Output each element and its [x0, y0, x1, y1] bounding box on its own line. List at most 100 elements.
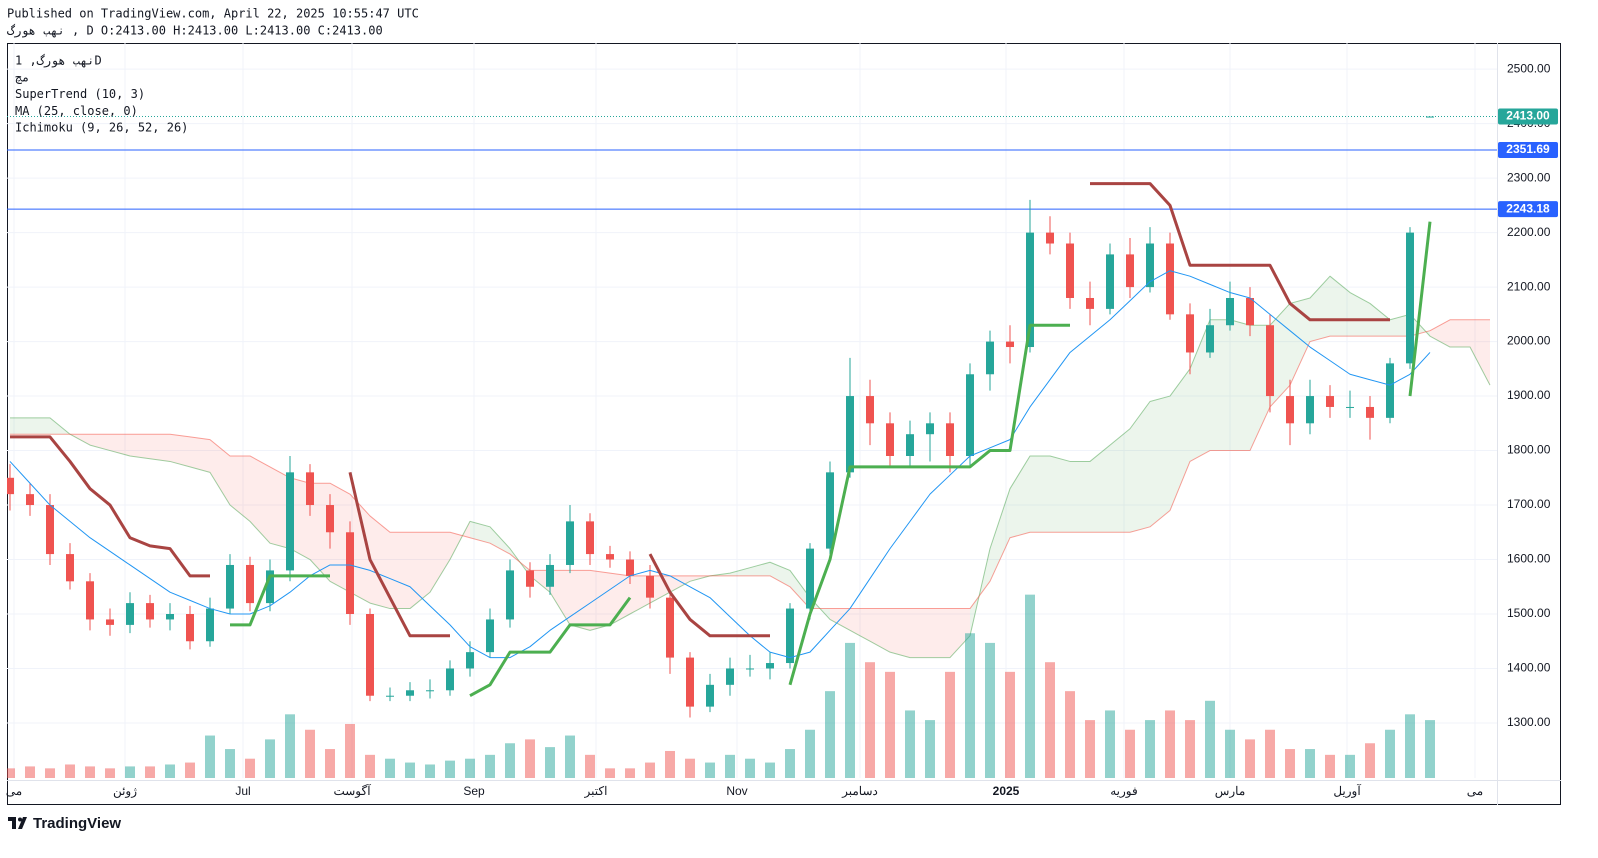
- x-tick-label: مارس: [1215, 784, 1246, 798]
- cloud-segment: [630, 575, 650, 615]
- volume-bar: [325, 749, 335, 778]
- candle-body: [1166, 243, 1174, 315]
- volume-bar: [545, 747, 555, 778]
- candle-body: [1406, 232, 1414, 364]
- volume-bar: [665, 750, 675, 778]
- volume-bar: [1285, 749, 1295, 778]
- x-tick-label: ژوئن: [113, 784, 137, 798]
- volume-bar: [165, 764, 175, 778]
- volume-bar: [705, 762, 715, 778]
- volume-bar: [25, 766, 35, 778]
- x-tick-label: Jul: [235, 784, 250, 798]
- volume-bar: [505, 743, 515, 778]
- candle-body: [106, 619, 114, 625]
- volume-bar: [625, 768, 635, 778]
- volume-bar: [925, 720, 935, 778]
- cloud-segment: [870, 608, 890, 653]
- cloud-segment: [1030, 455, 1050, 533]
- candle-body: [406, 690, 414, 696]
- cloud-segment: [990, 488, 1010, 582]
- cloud-segment: [230, 455, 250, 522]
- candle-body: [586, 521, 594, 555]
- candle-body: [986, 341, 994, 375]
- cloud-segment: [1170, 368, 1190, 511]
- volume-bar: [425, 764, 435, 778]
- y-tick-label: 1500.00: [1507, 606, 1551, 620]
- cloud-segment: [490, 526, 510, 555]
- candle-body: [346, 532, 354, 615]
- candle-body: [946, 423, 954, 456]
- axes: 1300.00 1400.00 1500.00 1600.00 1700.00 1800.…: [6, 61, 1558, 798]
- brand: TradingView: [33, 815, 121, 832]
- y-tick-label: 1600.00: [1507, 552, 1551, 566]
- cloud-segment: [950, 608, 970, 658]
- candle-body: [1286, 396, 1294, 424]
- x-tick-label: آگوست: [333, 783, 371, 798]
- y-tick-label: 2300.00: [1507, 170, 1551, 184]
- candle-body: [26, 494, 34, 506]
- cloud-segment: [190, 436, 210, 473]
- volume-bar: [1305, 749, 1315, 778]
- legend-entry: MA (25, close, 0): [15, 104, 138, 118]
- candle-body: [506, 570, 514, 620]
- legend-entry: Ichimoku (9, 26, 52, 26): [15, 121, 188, 135]
- cloud-segment: [1290, 297, 1310, 386]
- volume-bar: [565, 735, 575, 778]
- volume-bar: [1165, 710, 1175, 778]
- cloud-segment: [110, 434, 130, 456]
- candle-body: [1146, 243, 1154, 288]
- candle-body: [646, 575, 654, 598]
- volume-bar: [1085, 720, 1095, 778]
- supertrend-up: [230, 221, 1432, 698]
- candle-body: [286, 472, 294, 571]
- x-tick-label: دسامبر: [841, 784, 878, 798]
- candle-body: [126, 603, 134, 625]
- volume-bar: [1025, 594, 1035, 778]
- candle-body: [1306, 396, 1314, 424]
- volume-bar: [1425, 720, 1435, 778]
- volume-bar: [465, 758, 475, 778]
- y-tick-label: 1900.00: [1507, 388, 1551, 402]
- volume-bar: [765, 762, 775, 778]
- cloud-segment: [550, 570, 570, 625]
- volume-bar: [905, 710, 915, 778]
- candle-body: [1426, 116, 1434, 118]
- ichimoku-span-a: [10, 275, 1491, 659]
- volume-bar: [1405, 714, 1415, 778]
- candle-body: [1266, 325, 1274, 397]
- ohlc-line: نهب هورگ , D O:2413.00 H:2413.00 L:2413.…: [7, 23, 383, 39]
- candle-body: [1046, 232, 1054, 244]
- candle-body: [1186, 314, 1194, 353]
- volume-bar: [1185, 720, 1195, 778]
- cloud-segment: [290, 477, 310, 560]
- cloud-segment: [790, 570, 810, 609]
- volume-bar: [85, 766, 95, 778]
- volume-bar: [1245, 739, 1255, 778]
- candle-body: [1246, 297, 1254, 326]
- candle-body: [1006, 341, 1014, 348]
- volume-bar: [185, 762, 195, 778]
- cloud-segment: [10, 417, 30, 435]
- volume-bar: [585, 754, 595, 778]
- legend-entry: مچ: [15, 70, 29, 84]
- volume-bar: [945, 671, 955, 778]
- candle-body: [246, 564, 254, 604]
- volume-bar: [125, 766, 135, 778]
- candle-body: [366, 614, 374, 696]
- y-tick-label: 1800.00: [1507, 443, 1551, 457]
- candle-body: [726, 668, 734, 685]
- cloud-segment: [1210, 319, 1230, 451]
- candle-body: [186, 614, 194, 642]
- volume-bar: [1045, 662, 1055, 778]
- candle-body: [86, 581, 94, 620]
- candle-body: [606, 554, 614, 560]
- volume-bar: [965, 633, 975, 778]
- volume-bar: [45, 768, 55, 778]
- grid: [7, 43, 1497, 778]
- candle-body: [886, 423, 894, 456]
- ma-line: [9, 270, 1431, 659]
- cloud-segment: [130, 434, 150, 459]
- cloud-segment: [890, 608, 910, 658]
